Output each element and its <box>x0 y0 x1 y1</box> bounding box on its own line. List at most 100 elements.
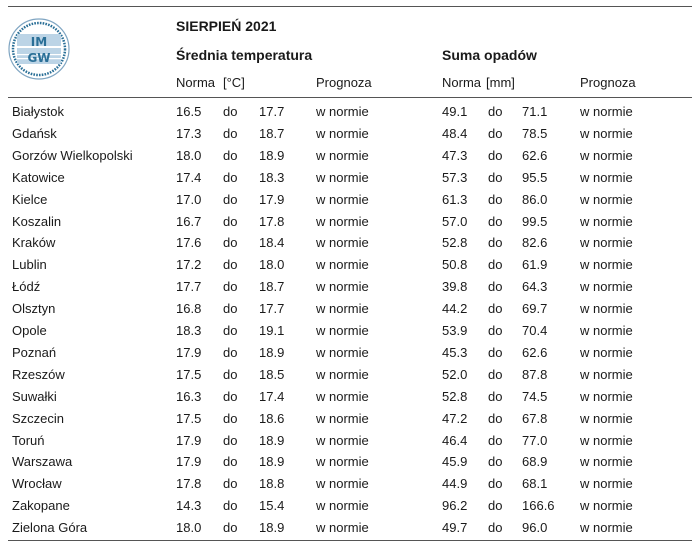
precip-forecast: w normie <box>580 257 633 273</box>
precip-forecast: w normie <box>580 498 633 514</box>
temp-norm-from: 16.3 <box>176 388 202 404</box>
precip-norm-to: 82.6 <box>522 235 548 251</box>
precipitation-group-title: Suma opadów <box>442 47 537 63</box>
precip-norm-from: 96.2 <box>442 498 468 514</box>
temp-norm-to: 17.9 <box>259 191 285 207</box>
city-name: Wrocław <box>12 476 62 492</box>
city-name: Suwałki <box>12 388 57 404</box>
temp-range-word: do <box>223 323 238 338</box>
precip-norm-from: 47.3 <box>442 147 468 163</box>
temp-norm-from: 17.9 <box>176 432 202 448</box>
temp-norm-from: 18.0 <box>176 147 202 163</box>
precip-norm-to: 99.5 <box>522 213 548 229</box>
temp-range-word: do <box>223 279 238 295</box>
city-name: Zakopane <box>12 498 70 514</box>
temp-range-word: do <box>223 410 238 426</box>
precip-norm-from: 39.8 <box>442 279 468 295</box>
temp-range-word: do <box>223 235 238 251</box>
precip-range-word: do <box>488 498 503 514</box>
precip-range-word: do <box>488 235 503 251</box>
temp-norm-from: 17.5 <box>176 366 202 382</box>
temp-forecast: w normie <box>316 323 369 338</box>
temp-norm-to: 18.9 <box>259 344 285 360</box>
precip-norm-from: 53.9 <box>442 323 468 338</box>
temp-norm-to: 17.4 <box>259 388 285 404</box>
temp-range-word: do <box>223 147 238 163</box>
temp-norm-from: 17.0 <box>176 191 202 207</box>
precip-norm-to: 67.8 <box>522 410 548 426</box>
temperature-group-title: Średnia temperatura <box>176 47 313 63</box>
precip-range-word: do <box>488 279 503 295</box>
precip-range-word: do <box>488 147 503 163</box>
precip-norm-from: 52.8 <box>442 388 468 404</box>
precip-forecast: w normie <box>580 169 633 185</box>
precip-norm-to: 96.0 <box>522 520 548 536</box>
temp-norm-to: 17.7 <box>259 104 285 119</box>
precip-norm-from: 44.2 <box>442 301 468 317</box>
city-name: Zielona Góra <box>12 520 88 536</box>
precipitation-prognoza-label: Prognoza <box>580 75 636 90</box>
temp-range-word: do <box>223 476 238 492</box>
temp-norm-from: 18.0 <box>176 520 202 536</box>
temp-forecast: w normie <box>316 344 369 360</box>
precip-norm-to: 64.3 <box>522 279 548 295</box>
precip-norm-from: 45.3 <box>442 344 468 360</box>
logo-text-bottom: GW <box>27 51 50 65</box>
temp-forecast: w normie <box>316 279 369 295</box>
temp-norm-to: 18.4 <box>259 235 285 251</box>
temp-forecast: w normie <box>316 257 369 273</box>
precip-range-word: do <box>488 257 503 273</box>
city-name: Gorzów Wielkopolski <box>12 147 133 163</box>
city-name: Gdańsk <box>12 125 57 141</box>
imgw-logo-icon: IM GW <box>8 18 70 80</box>
precip-range-word: do <box>488 191 503 207</box>
temp-norm-from: 17.7 <box>176 279 202 295</box>
temp-norm-from: 17.6 <box>176 235 202 251</box>
temp-norm-to: 18.7 <box>259 125 285 141</box>
temp-forecast: w normie <box>316 388 369 404</box>
temp-forecast: w normie <box>316 191 369 207</box>
precip-norm-to: 166.6 <box>522 498 555 514</box>
temp-norm-from: 16.7 <box>176 213 202 229</box>
precip-norm-from: 49.1 <box>442 104 468 119</box>
temp-range-word: do <box>223 125 238 141</box>
precip-norm-to: 68.9 <box>522 454 548 470</box>
temp-forecast: w normie <box>316 410 369 426</box>
temp-norm-to: 17.8 <box>259 213 285 229</box>
city-name: Koszalin <box>12 213 62 229</box>
precip-forecast: w normie <box>580 323 633 338</box>
logo-text-top: IM <box>31 35 47 49</box>
page-title: SIERPIEŃ 2021 <box>176 18 277 34</box>
precip-norm-to: 70.4 <box>522 323 548 338</box>
temp-norm-to: 18.5 <box>259 366 285 382</box>
precip-forecast: w normie <box>580 454 633 470</box>
temp-range-word: do <box>223 520 238 536</box>
temp-norm-from: 17.3 <box>176 125 202 141</box>
precip-forecast: w normie <box>580 432 633 448</box>
precip-forecast: w normie <box>580 366 633 382</box>
temp-forecast: w normie <box>316 520 369 536</box>
precip-forecast: w normie <box>580 125 633 141</box>
temp-forecast: w normie <box>316 213 369 229</box>
temp-norm-to: 17.7 <box>259 301 285 317</box>
precip-range-word: do <box>488 344 503 360</box>
temp-range-word: do <box>223 432 238 448</box>
temp-forecast: w normie <box>316 454 369 470</box>
precip-range-word: do <box>488 366 503 382</box>
precip-norm-from: 57.0 <box>442 213 468 229</box>
temp-norm-to: 18.9 <box>259 520 285 536</box>
precip-range-word: do <box>488 432 503 448</box>
precip-range-word: do <box>488 125 503 141</box>
precip-forecast: w normie <box>580 213 633 229</box>
temp-range-word: do <box>223 257 238 273</box>
city-name: Rzeszów <box>12 366 65 382</box>
precip-range-word: do <box>488 104 503 119</box>
precipitation-norma-label: Norma <box>442 75 482 90</box>
precip-forecast: w normie <box>580 388 633 404</box>
precip-forecast: w normie <box>580 191 633 207</box>
temp-forecast: w normie <box>316 235 369 251</box>
precip-forecast: w normie <box>580 476 633 492</box>
precip-norm-to: 62.6 <box>522 147 548 163</box>
precip-range-word: do <box>488 301 503 317</box>
precip-norm-to: 95.5 <box>522 169 548 185</box>
